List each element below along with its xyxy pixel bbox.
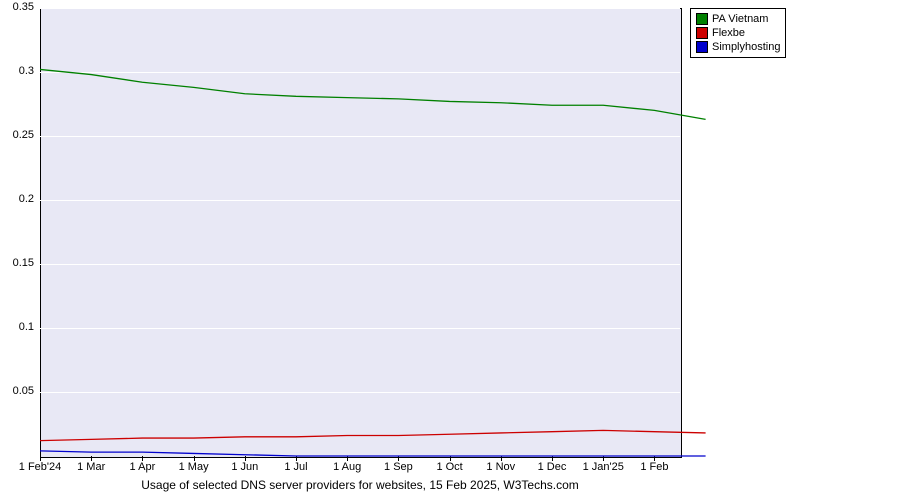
series-line (40, 451, 706, 456)
series-line (40, 69, 706, 119)
chart-container: Usage of selected DNS server providers f… (0, 0, 900, 500)
series-line (40, 430, 706, 440)
series-layer (0, 0, 900, 500)
